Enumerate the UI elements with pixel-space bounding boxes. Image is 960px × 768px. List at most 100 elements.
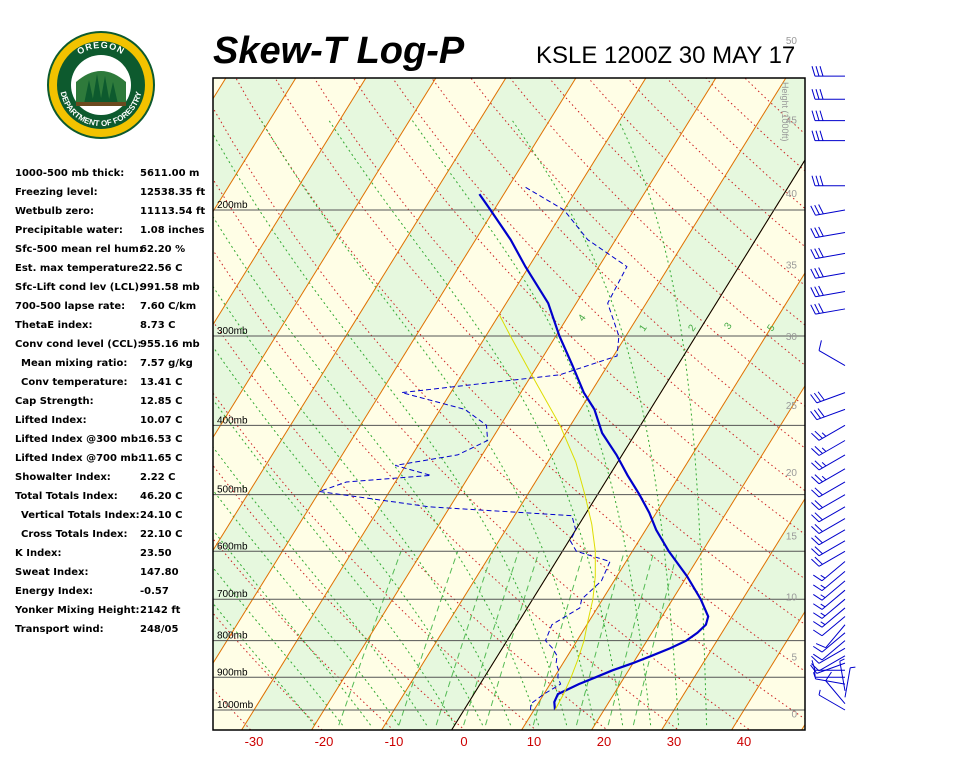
wind-barb-flag xyxy=(813,645,823,653)
x-tick-label: -20 xyxy=(315,734,334,749)
wind-barb-flag xyxy=(811,548,820,557)
x-tick-label: 20 xyxy=(597,734,611,749)
wind-barb-staff xyxy=(844,667,851,698)
mixing-ratio-label: 3 xyxy=(722,320,734,331)
wind-barb-flag xyxy=(813,584,823,592)
wind-barb-staff xyxy=(818,350,846,367)
index-label: Wetbulb zero: xyxy=(15,206,94,217)
wind-barb xyxy=(815,624,846,649)
wind-barb xyxy=(811,454,846,471)
wind-barb-flag xyxy=(813,603,823,610)
wind-barb-staff xyxy=(818,424,846,441)
pressure-label: 700mb xyxy=(217,589,248,600)
wind-barb-flag xyxy=(811,66,816,77)
wind-barb-flag xyxy=(811,537,820,546)
wind-barb xyxy=(810,303,846,315)
dry-adiabat xyxy=(213,392,537,730)
index-row: Precipitable water: 1.08 inches xyxy=(15,225,215,244)
wind-barb xyxy=(813,616,846,637)
index-value: 147.80 xyxy=(140,567,179,578)
wind-barb-flag xyxy=(810,268,816,279)
isotherm-line xyxy=(591,384,805,730)
wind-barb-flag xyxy=(815,110,820,121)
wind-barb-half xyxy=(818,689,821,696)
wind-barb-staff xyxy=(818,540,846,557)
wind-barb-flag xyxy=(814,430,823,439)
index-label: Sfc-500 mean rel hum: xyxy=(15,244,143,255)
index-value: 7.60 C/km xyxy=(140,301,197,312)
wind-barb-flag xyxy=(811,476,820,485)
wind-barb-half xyxy=(850,666,856,669)
wind-barb-flag xyxy=(813,574,823,582)
index-row: Showalter Index: 2.22 C xyxy=(15,472,215,491)
wind-barb-flag xyxy=(814,556,823,565)
height-tick-label: 20 xyxy=(786,468,798,479)
isotherm-line xyxy=(213,78,437,439)
index-label: Lifted Index: xyxy=(15,415,87,426)
x-tick-label: 40 xyxy=(737,734,751,749)
index-row: Freezing level: 12538.35 ft xyxy=(15,187,215,206)
index-label: Mean mixing ratio: xyxy=(21,358,128,369)
wind-barb-flag xyxy=(814,460,823,469)
wind-barb-flag xyxy=(817,408,825,418)
wind-barb-flag xyxy=(810,228,816,238)
index-row: Vertical Totals Index: 24.10 C xyxy=(15,510,215,529)
dry-adiabat xyxy=(213,320,609,730)
index-label: Transport wind: xyxy=(15,624,104,635)
wind-barb-half xyxy=(820,574,826,579)
wind-barb-flag xyxy=(819,175,824,186)
wind-barb-half xyxy=(839,658,845,662)
index-row: Wetbulb zero: 11113.54 ft xyxy=(15,206,215,225)
wind-barb-flag xyxy=(810,287,816,297)
wind-barb-flag xyxy=(810,304,816,315)
index-label: Conv temperature: xyxy=(21,377,128,388)
wind-barb-flag xyxy=(814,303,820,314)
wind-barb-flag xyxy=(815,89,820,100)
wind-barb-staff xyxy=(818,647,846,664)
wind-barb xyxy=(813,640,846,661)
wind-barb-half xyxy=(820,584,826,589)
isotherm-line xyxy=(381,78,787,730)
index-value: 1.08 inches xyxy=(140,225,205,236)
wind-barb-staff xyxy=(818,518,846,535)
wind-barb-half xyxy=(820,594,826,599)
wind-barb-flag xyxy=(811,514,820,523)
index-row: Sweat Index: 147.80 xyxy=(15,567,215,586)
wind-barb-flag xyxy=(817,391,825,401)
height-tick-label: 0 xyxy=(791,709,797,720)
wind-barb-staff xyxy=(839,661,846,691)
wind-barb-flag xyxy=(811,489,820,498)
index-value: 11.65 C xyxy=(140,453,183,464)
isotherm-line xyxy=(0,0,236,753)
wind-barb-staff xyxy=(815,231,846,239)
dry-adiabat xyxy=(213,178,751,730)
mixing-ratio-label: 1 xyxy=(637,322,649,333)
wind-barb-flag xyxy=(813,392,821,402)
wind-barb xyxy=(810,204,846,216)
wind-barb-flag xyxy=(814,227,820,238)
wind-barb xyxy=(810,391,846,404)
wind-barb-staff xyxy=(821,598,846,619)
wind-barb xyxy=(813,580,846,601)
wind-barb-flag xyxy=(813,594,823,601)
wind-barb-flag xyxy=(814,204,820,215)
isotherm-line xyxy=(857,0,960,753)
index-row: Cap Strength: 12.85 C xyxy=(15,396,215,415)
wind-barb xyxy=(811,647,846,664)
wind-barb-staff xyxy=(815,209,846,216)
dry-adiabat xyxy=(213,106,805,720)
dry-adiabat xyxy=(352,78,805,535)
isotherm-band xyxy=(241,78,716,730)
index-value: -0.57 xyxy=(140,586,169,597)
index-label: Sfc-Lift cond lev (LCL): xyxy=(15,282,144,293)
wind-barb xyxy=(813,561,846,582)
wind-barb-half xyxy=(821,447,827,452)
wind-barb-staff xyxy=(818,481,846,498)
wind-barb-flag xyxy=(819,89,824,100)
dry-adiabat xyxy=(213,249,680,730)
wind-barb xyxy=(810,226,846,239)
index-value: 12538.35 ft xyxy=(140,187,206,198)
index-row: Conv cond level (CCL): 955.16 mb xyxy=(15,339,215,358)
index-label: Vertical Totals Index: xyxy=(21,510,140,521)
